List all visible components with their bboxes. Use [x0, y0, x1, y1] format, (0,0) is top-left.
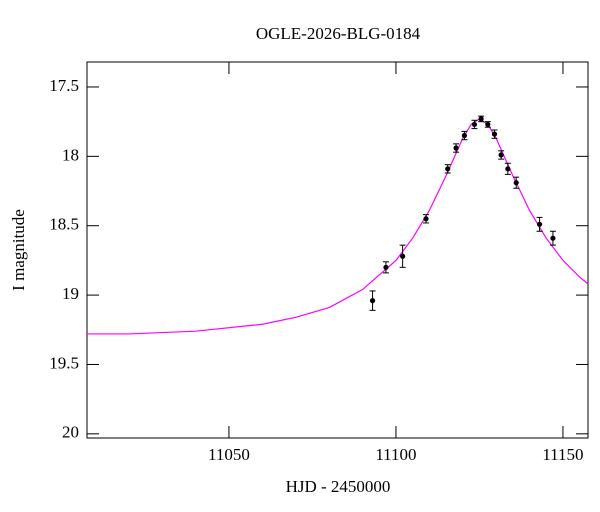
y-tick-label: 18 — [62, 145, 79, 164]
data-point — [513, 180, 519, 186]
data-point — [491, 131, 498, 137]
data-point — [383, 264, 389, 270]
data-point — [453, 145, 459, 151]
data-point — [400, 253, 406, 259]
x-tick-label: 11050 — [208, 445, 250, 464]
data-point — [536, 221, 543, 227]
model-curve — [87, 118, 589, 335]
data-point — [423, 216, 429, 222]
plot-frame — [86, 61, 589, 439]
y-tick-label: 18.5 — [49, 215, 79, 234]
data-point — [445, 166, 451, 172]
data-point — [498, 152, 504, 158]
data-point — [369, 298, 376, 304]
x-tick-label: 11150 — [542, 445, 583, 464]
data-point — [471, 121, 478, 128]
data-point — [485, 121, 491, 128]
y-tick-label: 17.5 — [49, 76, 79, 95]
y-tick-label: 19 — [62, 284, 79, 303]
data-point — [505, 166, 511, 172]
x-axis-label: HJD - 2450000 — [286, 477, 391, 496]
data-point — [478, 116, 484, 122]
data-point — [461, 132, 468, 139]
y-axis-label: I magnitude — [9, 209, 28, 291]
data-point — [550, 235, 556, 241]
x-tick-label: 11100 — [375, 445, 416, 464]
y-tick-label: 19.5 — [49, 353, 79, 372]
chart-title: OGLE-2026-BLG-0184 — [256, 24, 421, 43]
y-tick-label: 20 — [62, 423, 79, 442]
